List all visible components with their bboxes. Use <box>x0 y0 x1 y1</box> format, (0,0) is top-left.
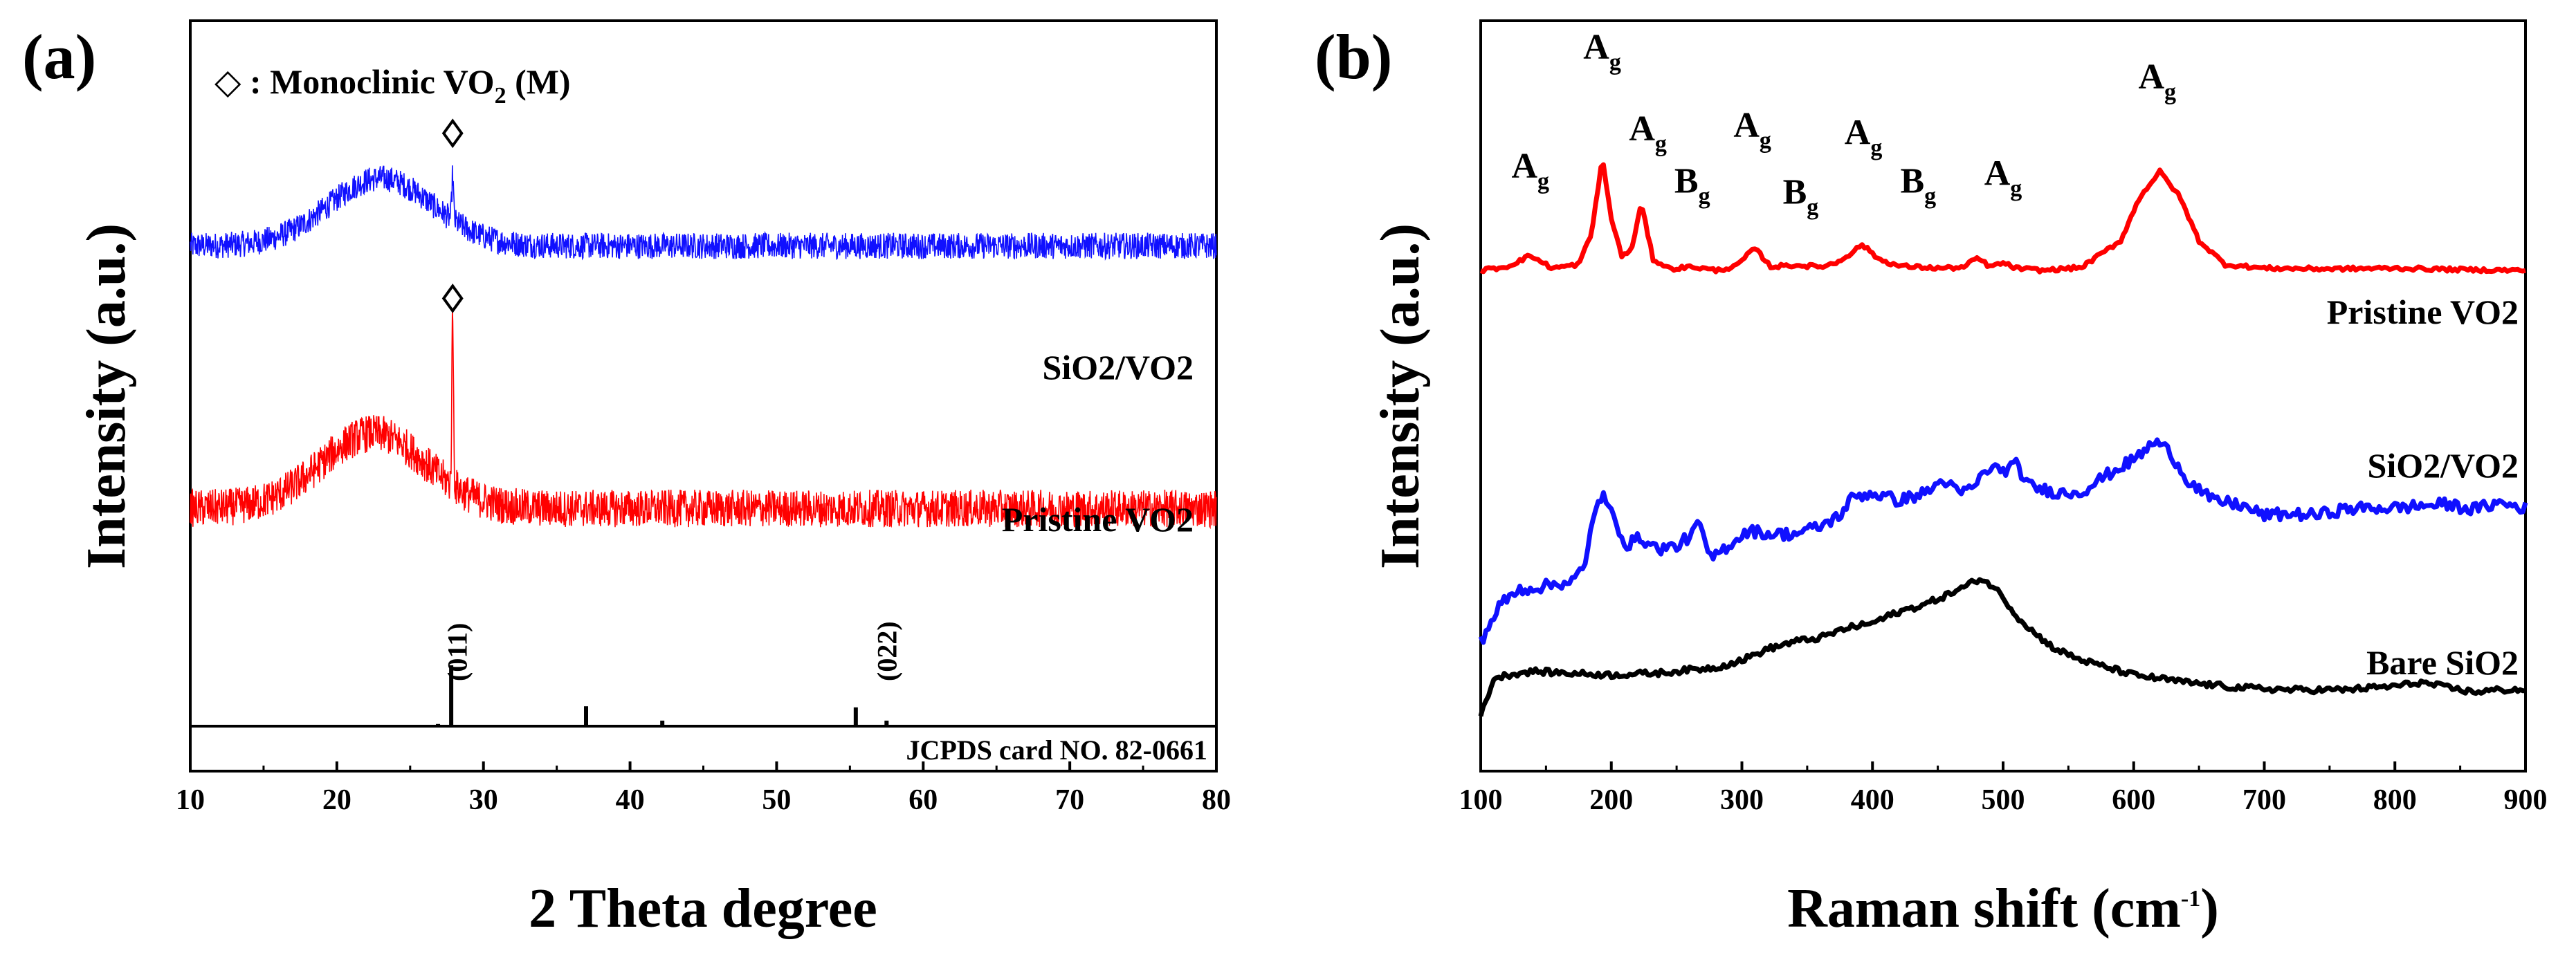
raman-label-sio2-vo2: SiO2/VO2 <box>2368 446 2519 485</box>
raman-peak-label: Ag <box>1511 147 1549 194</box>
x-tick-label: 200 <box>1589 784 1633 816</box>
xrd-reference-group: (011) (022) <box>436 621 902 726</box>
diamond-marker-icon <box>441 118 464 149</box>
raman-peak-label-sub: g <box>2010 176 2022 202</box>
raman-peak-label-main: A <box>2138 57 2164 97</box>
raman-peak-label: Ag <box>2138 57 2176 105</box>
raman-peak-label-sub: g <box>1760 128 1771 154</box>
diamond-marker-icon <box>441 284 464 313</box>
phase-legend-suffix: (M) <box>506 62 571 101</box>
phase-legend: ◇ : Monoclinic VO2 (M) <box>214 62 571 109</box>
phase-legend-text: ◇ : Monoclinic VO2 (M) <box>214 62 571 109</box>
raman-peak-label-sub: g <box>1870 136 1882 161</box>
raman-peak-label: Ag <box>1733 106 1771 154</box>
raman-peak-label-main: A <box>1629 109 1655 149</box>
x-tick-label: 80 <box>1202 784 1231 816</box>
raman-series-group <box>1478 162 2528 717</box>
panel-b-label: (b) <box>1315 21 1392 92</box>
x-tick-label: 900 <box>2504 784 2548 816</box>
raman-peak-label: Bg <box>1674 161 1710 209</box>
raman-x-axis-title-sup: -1 <box>2181 886 2200 912</box>
raman-peak-label-main: A <box>1984 154 2011 194</box>
raman-peak-label-main: A <box>1845 113 1871 153</box>
phase-legend-label: : Monoclinic VO <box>241 62 494 101</box>
raman-peak-label-sub: g <box>1609 50 1621 75</box>
raman-series-line <box>1478 437 2528 645</box>
raman-x-axis-title: Raman shift (cm-1) <box>1787 878 2219 939</box>
x-tick-label: 50 <box>762 784 791 816</box>
raman-peak-label: Bg <box>1783 172 1819 220</box>
raman-peak-label-main: A <box>1511 147 1537 186</box>
raman-series-line <box>1478 577 2525 717</box>
x-tick-label: 100 <box>1459 784 1503 816</box>
hkl-label: (022) <box>871 621 902 681</box>
x-tick-label: 500 <box>1982 784 2025 816</box>
raman-peak-label: Ag <box>1583 28 1621 75</box>
x-tick-label: 800 <box>2373 784 2417 816</box>
raman-x-axis-title-main: Raman shift (cm <box>1787 878 2181 939</box>
raman-peak-label-main: A <box>1583 28 1609 67</box>
xrd-series-line <box>190 309 1217 530</box>
x-tick-label: 400 <box>1851 784 1894 816</box>
raman-peak-label-sub: g <box>1699 183 1710 209</box>
raman-peak-label: Ag <box>1845 113 1883 161</box>
xrd-plot: (011) (022) 10 20 30 40 50 60 70 80 ◇ : Monoclin… <box>176 19 1231 816</box>
x-tick-label: 20 <box>322 784 351 816</box>
raman-peak-label-sub: g <box>2164 80 2176 105</box>
raman-peak-label-sub: g <box>1924 183 1936 209</box>
xrd-y-axis-title: Intensity (a.u.) <box>76 223 137 569</box>
raman-label-bare-sio2: Bare SiO2 <box>2366 643 2519 682</box>
raman-peak-label-sub: g <box>1807 194 1818 220</box>
diamond-icon: ◇ <box>214 62 241 101</box>
x-tick-label: 70 <box>1055 784 1084 816</box>
raman-peak-label: Ag <box>1984 154 2022 202</box>
xrd-label-sio2-vo2: SiO2/VO2 <box>1043 348 1194 387</box>
raman-x-axis-title-suffix: ) <box>2200 878 2219 939</box>
raman-peak-label-sub: g <box>1537 169 1549 194</box>
raman-y-axis-title: Intensity (a.u.) <box>1370 223 1431 569</box>
x-tick-label: 60 <box>908 784 938 816</box>
xrd-x-axis-title: 2 Theta degree <box>529 878 877 939</box>
x-tick-label: 700 <box>2242 784 2286 816</box>
x-tick-label: 600 <box>2112 784 2155 816</box>
xrd-plot-frame <box>189 19 1218 773</box>
x-tick-label: 30 <box>469 784 498 816</box>
raman-peak-label: Bg <box>1900 161 1936 209</box>
hkl-label: (011) <box>442 623 473 681</box>
xrd-series-line <box>190 165 1217 261</box>
jcpds-card-label: JCPDS card NO. 82-0661 <box>906 734 1207 766</box>
raman-series-line <box>1479 162 2526 275</box>
x-tick-label: 10 <box>176 784 205 816</box>
x-tick-label: 40 <box>616 784 645 816</box>
raman-peak-label-sub: g <box>1655 131 1667 157</box>
raman-peak-label-main: B <box>1674 161 1699 201</box>
xrd-series-group <box>190 118 1217 530</box>
x-tick-label: 300 <box>1720 784 1764 816</box>
raman-x-ticks: 100 200 300 400 500 600 700 800 900 <box>1459 761 2548 816</box>
raman-peak-label-main: B <box>1783 172 1807 212</box>
phase-legend-subscript: 2 <box>495 83 506 109</box>
raman-peak-label-main: B <box>1900 161 1924 201</box>
raman-peak-label: Ag <box>1629 109 1667 157</box>
raman-label-pristine-vo2: Pristine VO2 <box>2327 293 2519 331</box>
xrd-x-ticks: 10 20 30 40 50 60 70 80 <box>176 761 1231 816</box>
panel-a-label: (a) <box>22 21 96 92</box>
raman-peak-label-main: A <box>1733 106 1760 145</box>
xrd-label-pristine-vo2: Pristine VO2 <box>1002 500 1194 539</box>
